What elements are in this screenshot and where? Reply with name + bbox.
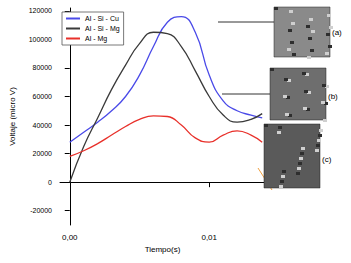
svg-text:Al - Si - Mg: Al - Si - Mg	[85, 25, 120, 33]
svg-text:20000: 20000	[33, 150, 53, 157]
svg-text:40000: 40000	[33, 122, 53, 129]
svg-text:Tiempo(s): Tiempo(s)	[145, 245, 181, 254]
svg-text:(b): (b)	[328, 92, 338, 101]
svg-text:80000: 80000	[33, 64, 53, 71]
svg-text:Al - Mg: Al - Mg	[85, 35, 107, 43]
svg-text:(a): (a)	[332, 28, 342, 37]
svg-text:0,01: 0,01	[201, 233, 217, 242]
svg-text:-20000: -20000	[30, 207, 52, 214]
svg-text:100000: 100000	[29, 36, 52, 43]
svg-text:120000: 120000	[29, 7, 52, 14]
svg-text:0: 0	[48, 179, 52, 186]
svg-text:60000: 60000	[33, 93, 53, 100]
svg-text:Al - Si - Cu: Al - Si - Cu	[85, 15, 119, 22]
svg-text:(c): (c)	[322, 155, 332, 164]
svg-text:0,00: 0,00	[62, 233, 78, 242]
svg-text:Voltaje (micro V): Voltaje (micro V)	[8, 87, 17, 146]
